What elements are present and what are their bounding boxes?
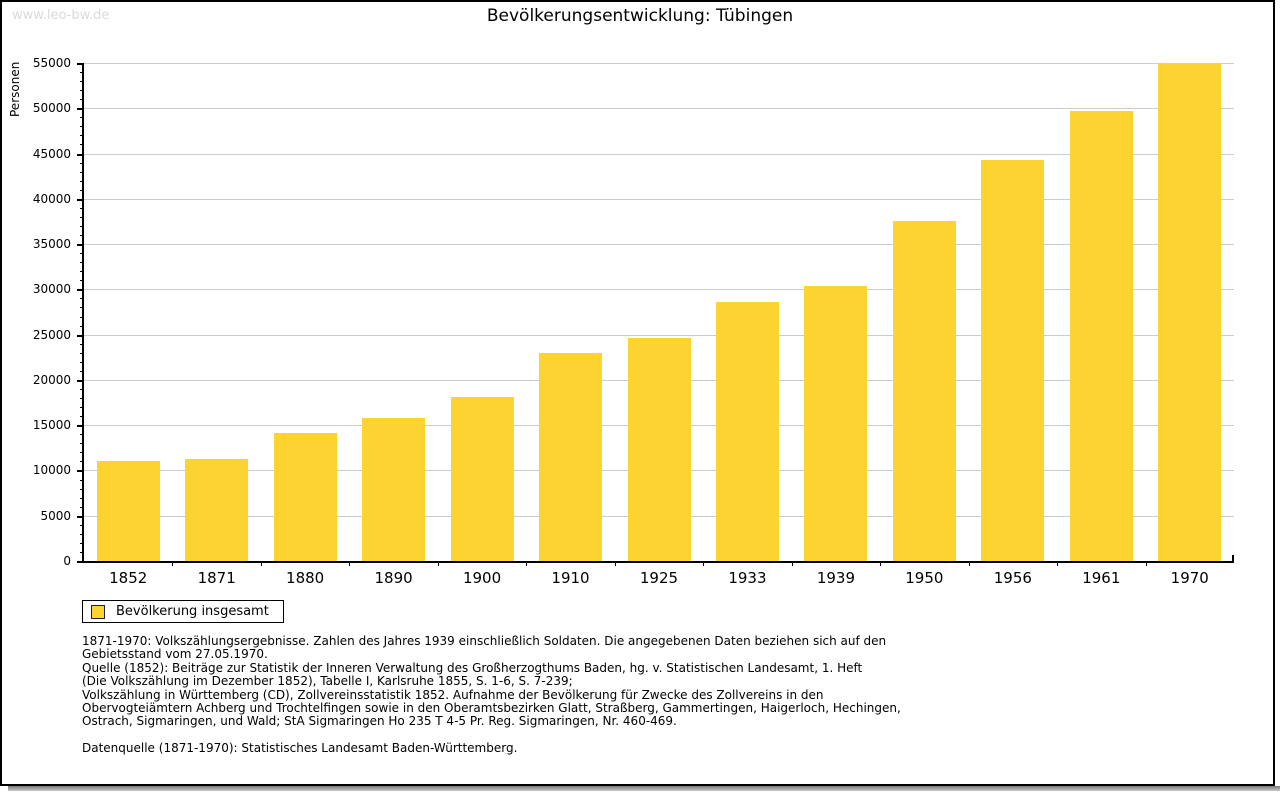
y-tick-label: 0 xyxy=(63,554,71,568)
y-major-tick xyxy=(77,425,84,428)
y-tick-label: 10000 xyxy=(32,463,71,478)
y-major-tick xyxy=(77,198,84,201)
bar xyxy=(362,417,426,561)
footnote-block: 1871-1970: Volkszählungsergebnisse. Zahl… xyxy=(82,634,922,729)
bar xyxy=(1158,63,1222,561)
y-major-tick xyxy=(77,561,84,563)
y-tick-label: 15000 xyxy=(32,418,71,433)
footnote-line: Obervogteiämtern Achberg und Trochtelfin… xyxy=(82,701,901,716)
y-tick-label: 5000 xyxy=(40,508,71,523)
chart-title: Bevölkerungsentwicklung: Tübingen xyxy=(486,6,794,26)
y-tick-label: 45000 xyxy=(32,146,71,161)
x-tick xyxy=(703,561,705,566)
x-tick-label: 1852 xyxy=(109,569,148,587)
y-tick-label: 35000 xyxy=(32,237,71,252)
bar xyxy=(892,221,956,561)
y-major-tick xyxy=(77,153,84,156)
bar xyxy=(1069,110,1133,561)
x-tick xyxy=(791,561,793,566)
x-tick-label: 1970 xyxy=(1170,569,1209,587)
y-tick-label: 30000 xyxy=(32,282,71,297)
x-tick-label: 1950 xyxy=(905,569,944,587)
x-tick xyxy=(968,561,970,566)
footnote-line: 1871-1970: Volkszählungsergebnisse. Zahl… xyxy=(82,634,887,648)
x-tick xyxy=(526,561,528,566)
x-tick-label: 1890 xyxy=(374,569,413,587)
y-axis-line xyxy=(82,63,84,563)
gridline xyxy=(84,63,1234,64)
x-tick xyxy=(172,561,174,566)
gridline xyxy=(84,108,1234,110)
x-tick-label: 1910 xyxy=(551,569,590,587)
x-axis-endcap xyxy=(1232,555,1234,561)
watermark: www.leo-bw.de xyxy=(12,8,110,23)
footnote-line: Quelle (1852): Beiträge zur Statistik de… xyxy=(82,660,863,675)
gridline xyxy=(84,334,1234,336)
legend-swatch xyxy=(91,604,105,619)
y-major-tick xyxy=(77,470,84,473)
x-axis-line xyxy=(82,561,1234,563)
gridline xyxy=(84,198,1234,200)
y-tick-label: 25000 xyxy=(32,327,71,342)
bar xyxy=(981,159,1045,561)
bar xyxy=(627,338,691,561)
x-tick-label: 1956 xyxy=(993,569,1032,587)
x-tick xyxy=(260,561,262,566)
bar xyxy=(273,433,337,561)
x-tick-label: 1961 xyxy=(1082,569,1121,587)
x-tick xyxy=(1057,561,1059,566)
footer-notes: 1871-1970: Volkszählungsergebnisse. Zahl… xyxy=(82,634,922,755)
y-major-tick xyxy=(77,244,84,247)
x-tick-label: 1900 xyxy=(462,569,502,587)
x-tick xyxy=(437,561,439,566)
x-tick-label: 1933 xyxy=(728,569,767,587)
y-major-tick xyxy=(77,379,84,382)
y-tick-label: 20000 xyxy=(32,372,71,387)
footnote-line: (Die Volkszählung im Dezember 1852), Tab… xyxy=(82,674,573,689)
footnote-line: Ostrach, Sigmaringen, und Wald; StA Sigm… xyxy=(82,714,677,729)
x-tick-label: 1871 xyxy=(197,569,236,587)
window-bottom-shadow xyxy=(8,786,1280,791)
bar xyxy=(715,302,779,561)
bar xyxy=(96,461,160,561)
x-tick xyxy=(1145,561,1147,566)
x-tick xyxy=(349,561,351,566)
data-source-line: Datenquelle (1871-1970): Statistisches L… xyxy=(82,740,518,755)
y-major-tick xyxy=(77,334,84,337)
x-tick xyxy=(880,561,882,566)
gridline xyxy=(84,289,1234,291)
y-major-tick xyxy=(77,515,84,518)
bar xyxy=(804,285,868,561)
y-major-tick xyxy=(77,289,84,292)
x-tick-label: 1939 xyxy=(816,569,855,587)
bar xyxy=(539,352,603,561)
gridline xyxy=(84,244,1234,246)
x-tick-label: 1925 xyxy=(639,569,679,587)
y-tick-label: 50000 xyxy=(32,101,71,116)
legend-label: Bevölkerung insgesamt xyxy=(116,604,269,619)
y-major-tick xyxy=(77,63,84,65)
x-tick-label: 1880 xyxy=(286,569,325,587)
y-tick-label: 55000 xyxy=(32,56,71,70)
legend: Bevölkerung insgesamt xyxy=(82,600,284,623)
y-major-tick xyxy=(77,108,84,111)
bar xyxy=(185,458,249,561)
bar xyxy=(450,397,514,561)
y-tick-label: 40000 xyxy=(32,191,71,206)
gridline xyxy=(84,153,1234,155)
x-tick xyxy=(614,561,616,566)
footnote-line: Volkszählung in Württemberg (CD), Zollve… xyxy=(82,687,824,702)
footnote-line: Gebietsstand vom 27.05.1970. xyxy=(82,647,268,662)
